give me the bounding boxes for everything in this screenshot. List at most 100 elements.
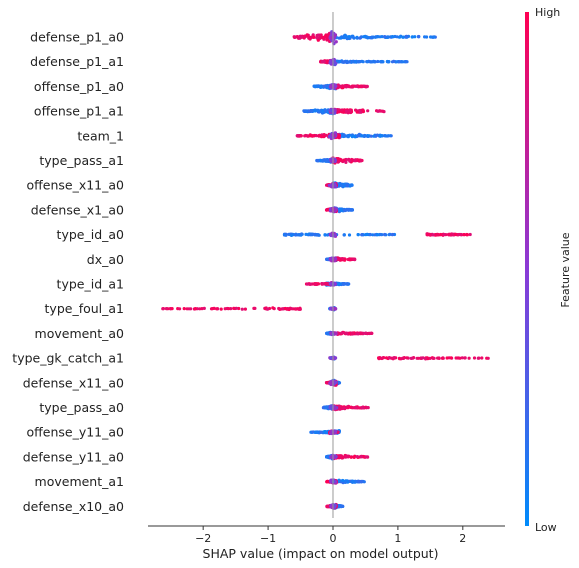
shap-point	[342, 233, 346, 237]
shap-point	[383, 35, 387, 39]
shap-point	[417, 34, 421, 39]
shap-point	[349, 455, 353, 459]
shap-point	[326, 208, 330, 212]
shap-point	[355, 455, 359, 459]
x-tick-label: 0	[329, 532, 336, 545]
shap-point	[405, 356, 409, 360]
shap-point	[278, 307, 282, 311]
shap-point	[337, 478, 341, 482]
shap-point	[333, 62, 337, 67]
shap-point	[366, 406, 370, 410]
shap-point	[404, 60, 408, 64]
shap-point	[305, 282, 309, 286]
shap-point	[317, 233, 321, 237]
shap-point	[308, 133, 312, 138]
shap-point	[340, 159, 344, 163]
feature-label: movement_a1	[35, 474, 124, 489]
shap-point	[339, 208, 343, 212]
shap-point	[459, 233, 463, 237]
shap-point	[425, 35, 429, 39]
shap-point	[347, 331, 351, 336]
colorbar-high-label: High	[535, 6, 560, 19]
shap-point	[340, 132, 344, 136]
shap-point	[358, 331, 363, 335]
shap-point	[339, 108, 344, 112]
shap-point	[435, 233, 440, 237]
shap-point	[300, 35, 304, 39]
shap-point	[311, 134, 315, 138]
shap-point	[347, 233, 352, 237]
shap-point	[391, 357, 395, 361]
shap-point	[331, 479, 336, 484]
shap-point	[325, 83, 330, 88]
shap-point	[431, 233, 435, 237]
shap-point	[325, 158, 329, 162]
shap-point	[185, 307, 189, 311]
shap-point	[287, 232, 291, 236]
shap-point	[329, 356, 333, 360]
shap-point	[387, 356, 391, 360]
shap-point	[359, 84, 363, 88]
shap-point	[344, 160, 348, 164]
shap-point	[354, 480, 358, 484]
shap-point	[200, 307, 204, 311]
shap-point	[355, 332, 359, 336]
shap-point	[431, 356, 435, 360]
shap-point	[445, 356, 449, 360]
shap-point	[337, 332, 341, 336]
shap-point	[329, 257, 334, 261]
shap-point	[319, 85, 323, 89]
shap-point	[310, 109, 314, 113]
shap-point	[324, 405, 328, 409]
shap-point	[344, 331, 349, 335]
shap-point	[356, 233, 360, 237]
feature-label: defense_x11_a0	[23, 375, 124, 390]
shap-point	[364, 134, 368, 138]
shap-point	[436, 356, 440, 360]
shap-point	[271, 306, 275, 310]
shap-point	[432, 35, 436, 39]
feature-label: offense_y11_a0	[27, 425, 125, 440]
shap-point	[323, 109, 327, 113]
shap-point	[313, 84, 317, 89]
shap-point	[361, 60, 365, 64]
shap-point	[328, 381, 333, 386]
colorbar: High Low Feature value	[525, 6, 572, 534]
shap-point	[337, 282, 341, 286]
shap-point	[299, 134, 303, 138]
shap-point	[304, 232, 308, 236]
shap-point	[170, 307, 174, 311]
shap-point	[476, 356, 480, 360]
shap-point	[344, 109, 348, 113]
shap-point	[329, 84, 333, 88]
shap-point	[472, 356, 477, 360]
shap-point	[351, 257, 355, 261]
shap-point	[161, 307, 165, 311]
feature-label: offense_p1_a0	[34, 79, 124, 94]
shap-point	[399, 357, 403, 361]
shap-point	[345, 37, 349, 41]
shap-point	[365, 232, 369, 237]
shap-point	[284, 233, 288, 237]
feature-labels: defense_p1_a0 defense_p1_a1 offense_p1_a0o…	[12, 30, 124, 514]
shap-point	[385, 60, 389, 64]
shap-point	[325, 505, 329, 509]
shap-point	[348, 159, 352, 163]
feature-label: dx_a0	[87, 252, 124, 267]
shap-point	[355, 110, 359, 114]
shap-point	[360, 233, 364, 237]
shap-point	[456, 233, 460, 237]
shap-point	[329, 157, 333, 162]
shap-point	[349, 257, 353, 261]
shap-point	[465, 232, 469, 237]
shap-point	[353, 60, 357, 64]
shap-point	[409, 356, 413, 360]
shap-point	[442, 232, 446, 237]
shap-point	[314, 134, 318, 138]
shap-point	[359, 110, 363, 114]
shap-point	[480, 356, 484, 360]
shap-point	[339, 36, 343, 40]
shap-point	[376, 59, 380, 64]
shap-point	[348, 133, 352, 137]
shap-point	[366, 35, 370, 39]
